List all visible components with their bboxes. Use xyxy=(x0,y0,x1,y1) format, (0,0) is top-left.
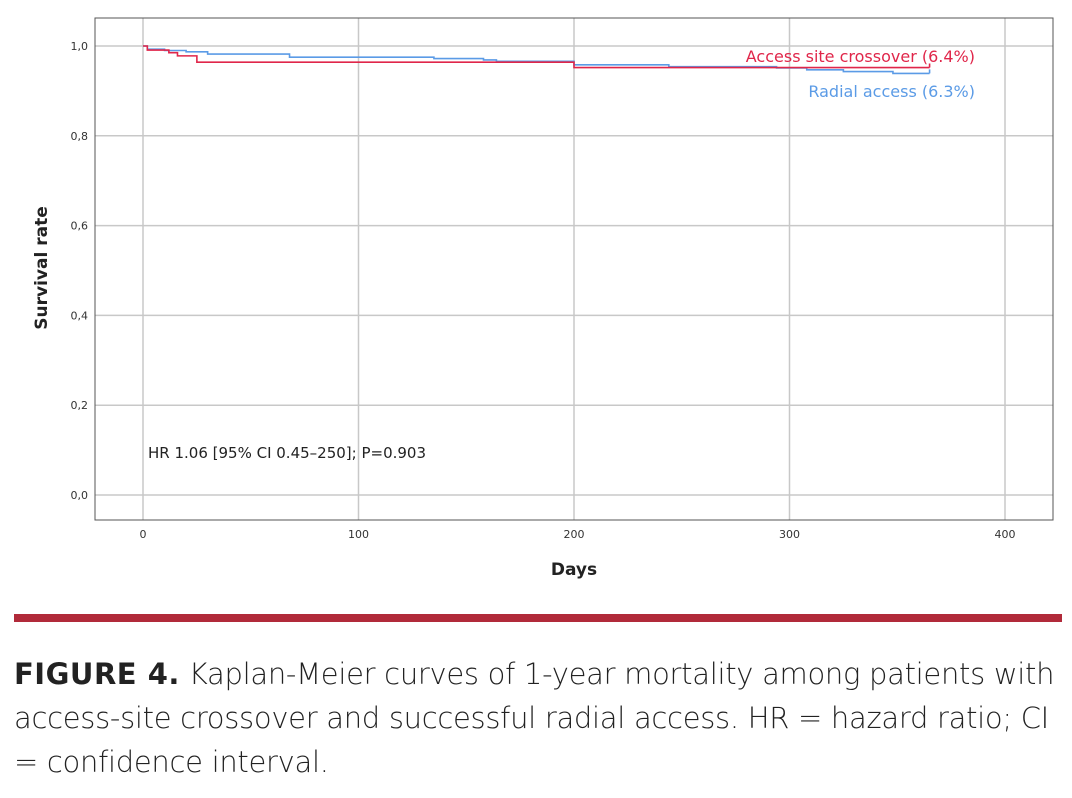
y-tick-label: 0,6 xyxy=(71,220,89,233)
hr-annotation: HR 1.06 [95% CI 0.45–250]; P=0.903 xyxy=(148,444,426,462)
legend-access-site-crossover: Access site crossover (6.4%) xyxy=(746,47,975,66)
y-tick-label: 0,8 xyxy=(71,130,89,143)
legend-radial-access: Radial access (6.3%) xyxy=(808,82,975,101)
x-tick-label: 100 xyxy=(348,528,369,541)
y-axis-label: Survival rate xyxy=(32,206,52,329)
km-chart: 0,0 0,2 0,4 0,6 0,8 1,0 0 100 200 300 400 HR 1.06 … xyxy=(32,17,1054,580)
y-tick-label: 0,2 xyxy=(71,399,89,412)
x-tick-label: 300 xyxy=(779,528,800,541)
caption-text: Kaplan-Meier curves of 1-year mortality … xyxy=(14,657,1055,779)
km-curve-access-site-crossover xyxy=(143,45,931,69)
km-curve-radial-access xyxy=(143,45,931,75)
figure-label: FIGURE 4. xyxy=(14,657,180,691)
caption-divider xyxy=(14,614,1062,622)
plot-frame xyxy=(94,17,1054,521)
x-tick-label: 400 xyxy=(995,528,1016,541)
y-tick-label: 1,0 xyxy=(71,40,89,53)
figure-caption: FIGURE 4. Kaplan-Meier curves of 1-year … xyxy=(14,652,1064,784)
grid xyxy=(95,18,1053,520)
x-tick-label: 0 xyxy=(140,528,147,541)
x-tick-label: 200 xyxy=(564,528,585,541)
x-axis-label: Days xyxy=(551,560,597,580)
y-tick-label: 0,0 xyxy=(71,489,89,502)
y-tick-label: 0,4 xyxy=(71,309,89,322)
